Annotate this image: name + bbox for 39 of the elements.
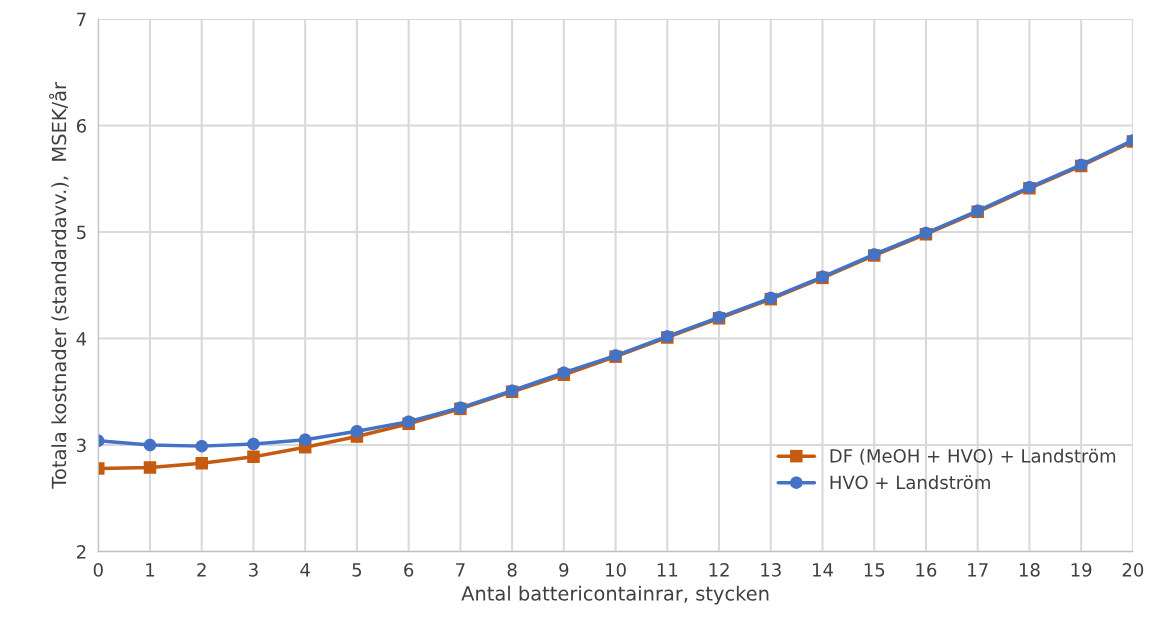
y-tick-label: 2 xyxy=(76,545,86,559)
x-tick-label: 3 xyxy=(249,563,258,577)
x-tick-label: 2 xyxy=(197,563,206,577)
x-tick-label: 11 xyxy=(657,563,678,577)
x-axis-title: Antal battericontainrar, stycken xyxy=(461,585,769,605)
point xyxy=(143,438,157,452)
x-tick-label: 20 xyxy=(1122,563,1144,577)
x-tick-label: 5 xyxy=(352,563,362,577)
x-tick-label: 12 xyxy=(709,563,729,577)
x-tick-label: 9 xyxy=(559,563,569,577)
y-axis-title: Totala kostnader (standardavv.), MSEK/år xyxy=(48,81,69,489)
x-tick-label: 7 xyxy=(456,563,465,577)
x-tick-label: 19 xyxy=(1071,563,1092,577)
y-tick-label: 5 xyxy=(77,225,86,240)
x-tick-label: 10 xyxy=(606,563,626,577)
point xyxy=(350,424,364,438)
x-tick-label: 16 xyxy=(916,563,937,577)
x-tick-label: 0 xyxy=(93,563,103,577)
y-tick-label: 4 xyxy=(76,332,87,346)
x-tick-label: 1 xyxy=(146,563,155,577)
x-tick-label: 8 xyxy=(507,563,517,577)
y-tick-label: 6 xyxy=(76,118,87,133)
x-tick-label: 18 xyxy=(1019,563,1040,577)
x-tick-label: 6 xyxy=(404,563,414,577)
x-tick-label: 17 xyxy=(968,563,988,577)
x-tick-label: 15 xyxy=(864,563,885,577)
x-tick-label: 4 xyxy=(300,563,310,577)
point xyxy=(247,450,260,464)
x-tick-label: 13 xyxy=(761,563,781,577)
legend-label: DF (MeOH + HVO) + Landström xyxy=(830,448,1116,465)
y-tick-label: 3 xyxy=(77,438,86,453)
legend-label: HVO + Landström xyxy=(830,475,990,490)
point xyxy=(195,439,208,453)
point xyxy=(247,437,260,451)
y-tick-label: 7 xyxy=(77,12,86,26)
point xyxy=(195,456,208,470)
x-tick-label: 14 xyxy=(812,563,833,577)
point xyxy=(143,461,157,474)
point xyxy=(298,433,312,446)
